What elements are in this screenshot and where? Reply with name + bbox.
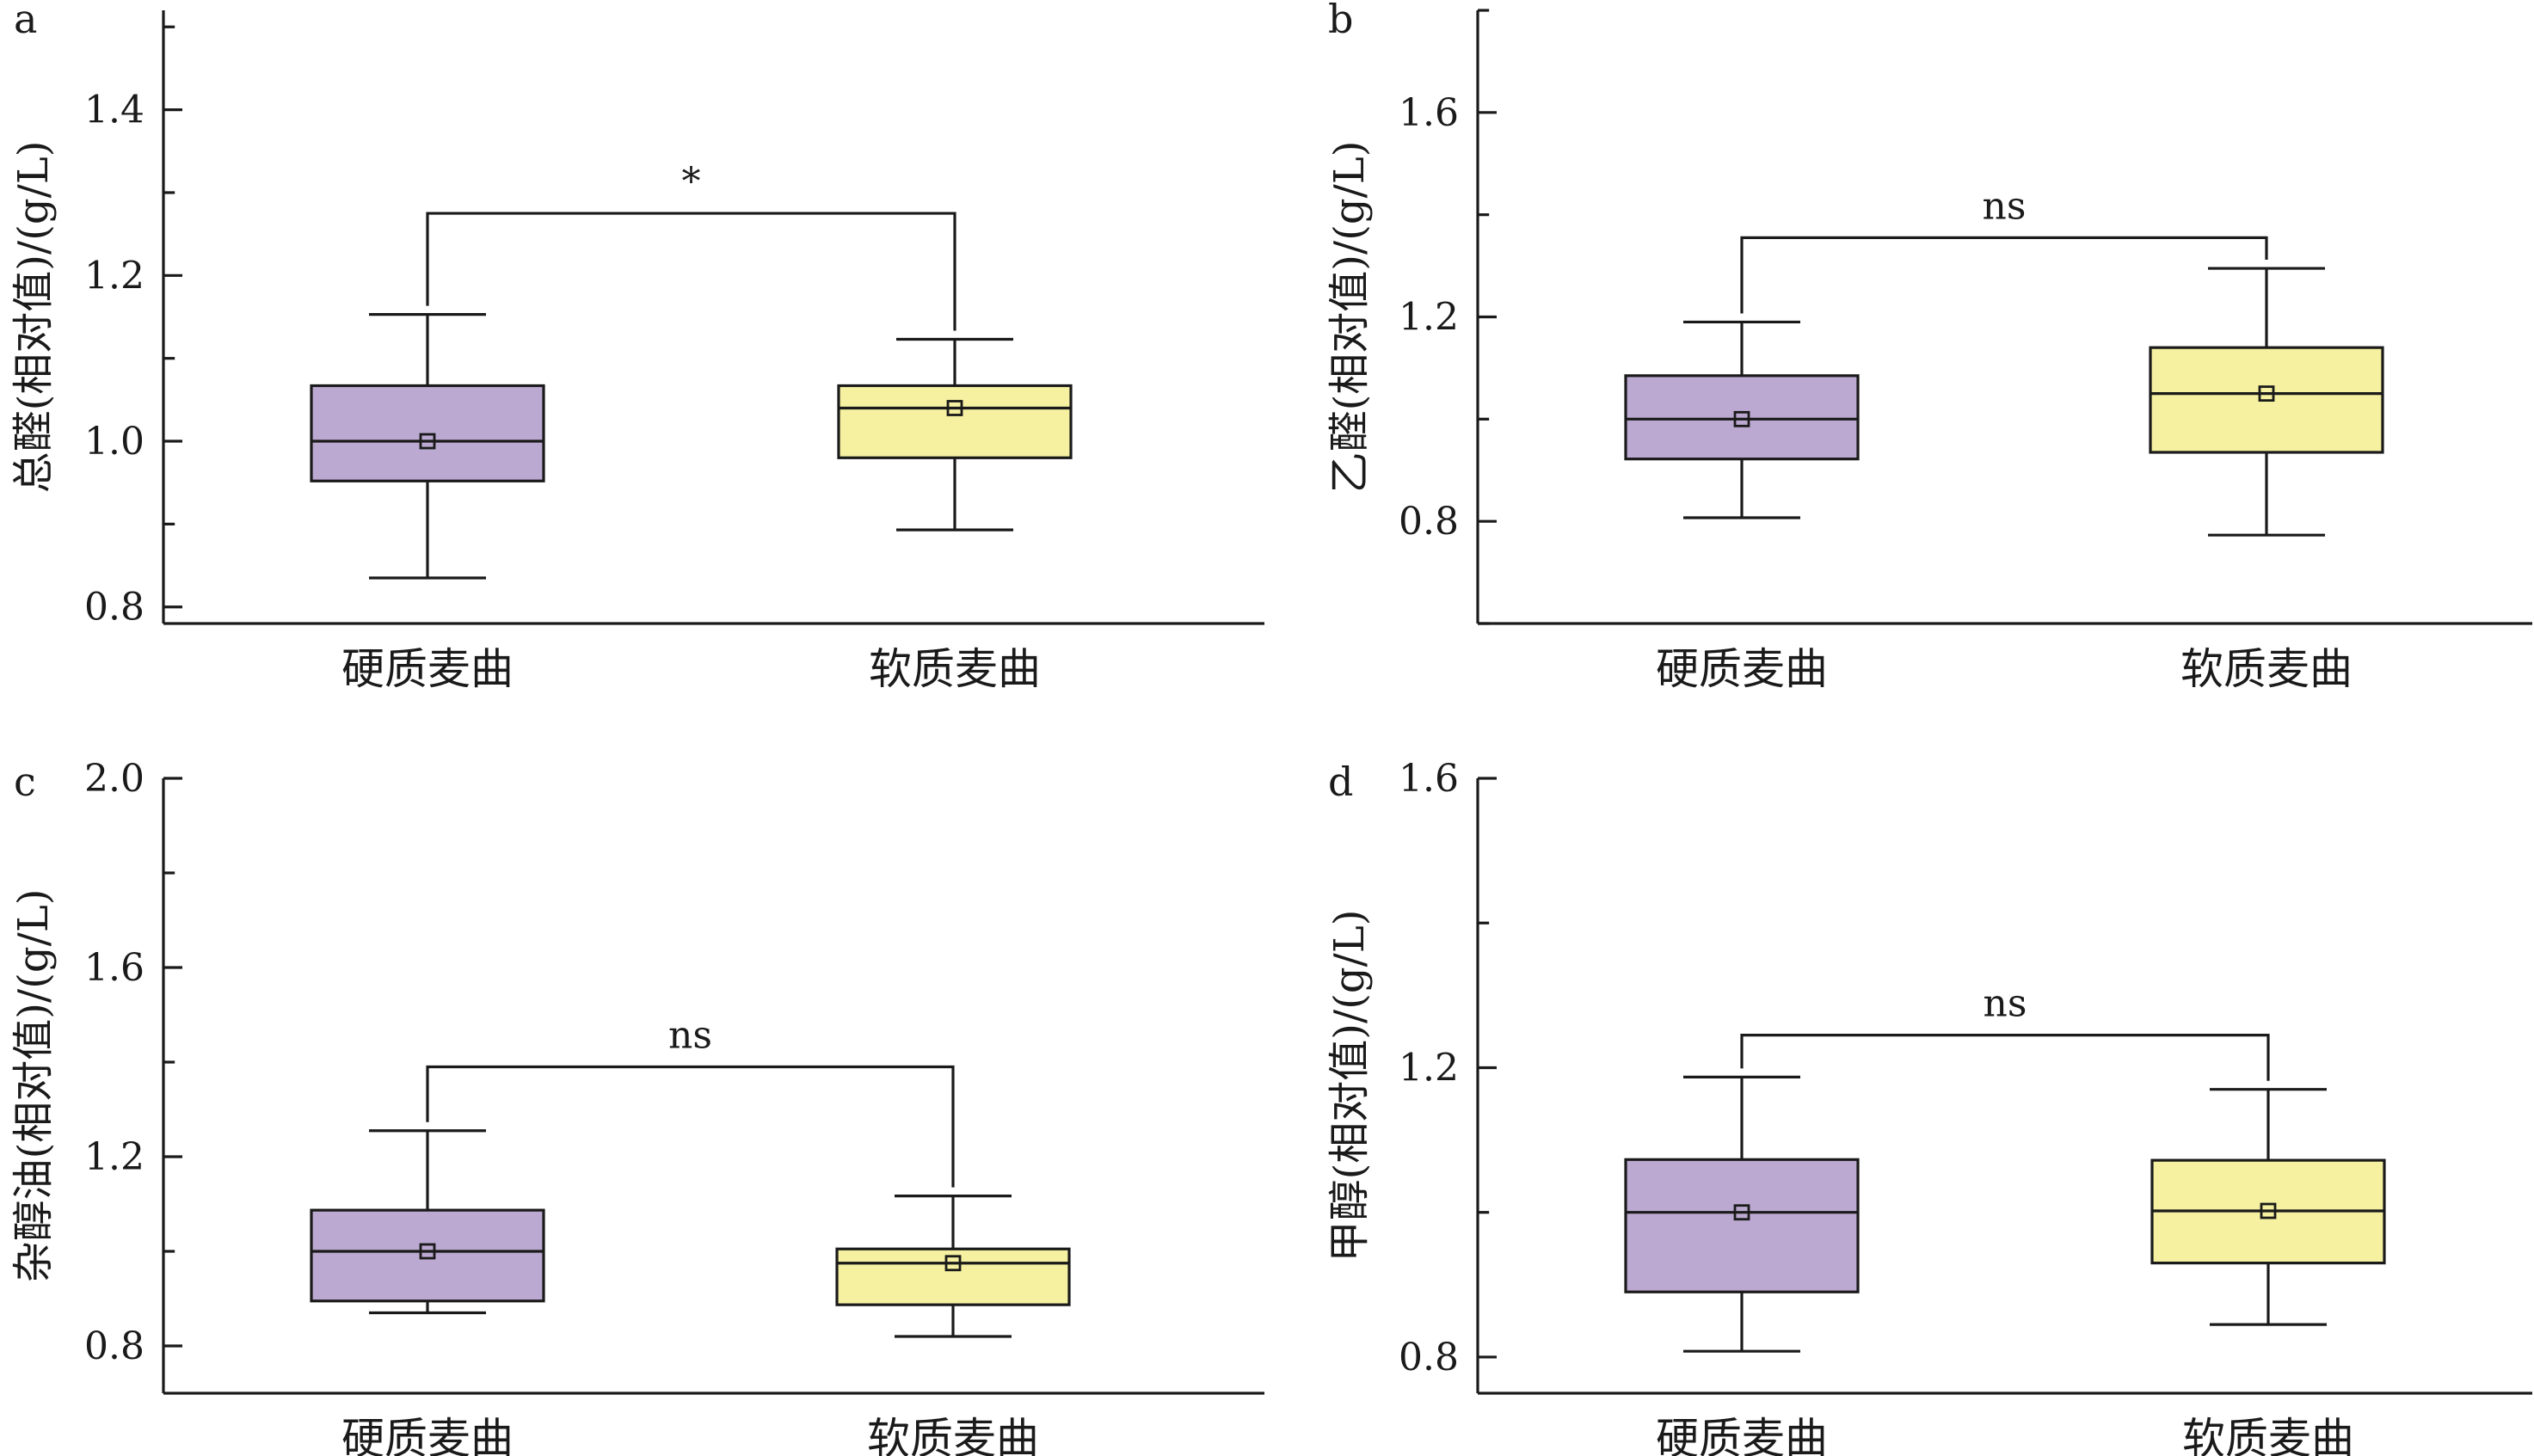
box-1 xyxy=(1624,320,1860,519)
y-tick-label: 2.0 xyxy=(84,757,145,801)
iqr-box xyxy=(310,1208,545,1303)
mean-marker xyxy=(419,1243,436,1260)
y-tick-label: 1.6 xyxy=(84,946,145,990)
panel-a: 0.8 1.0 1.2 1.4 a 总醛(相对值)/(g/L) 硬质麦曲 软质麦曲 * xyxy=(9,0,1264,694)
box-2 xyxy=(837,337,1073,531)
panel-letter: c xyxy=(14,759,36,805)
significance-label: * xyxy=(682,160,701,204)
y-axis-label: 甲醇(相对值)/(g/L) xyxy=(1325,910,1374,1262)
significance-label: ns xyxy=(1984,982,2027,1026)
y-tick-label: 1.0 xyxy=(84,420,145,464)
x-category-label: 软质麦曲 xyxy=(2180,644,2353,694)
x-category-label: 软质麦曲 xyxy=(2182,1414,2354,1456)
y-tick-label: 0.8 xyxy=(84,586,145,630)
y-tick-label: 1.4 xyxy=(84,89,145,132)
y-tick-label: 1.2 xyxy=(84,1135,145,1179)
mean-marker xyxy=(944,1255,962,1272)
significance-bracket xyxy=(426,212,956,331)
y-tick-label: 0.8 xyxy=(1399,500,1459,544)
mean-marker xyxy=(2260,1202,2277,1219)
y-tick-label: 0.8 xyxy=(1399,1336,1459,1379)
y-axis-label: 杂醇油(相对值)/(g/L) xyxy=(9,889,58,1283)
x-category-label: 硬质麦曲 xyxy=(1656,1414,1828,1456)
y-tick-label: 0.8 xyxy=(84,1324,145,1368)
box-2 xyxy=(2149,267,2384,537)
mean-marker xyxy=(2258,385,2275,402)
significance-bracket xyxy=(1740,236,2268,314)
x-category-label: 硬质麦曲 xyxy=(341,644,514,694)
panel-letter: b xyxy=(1328,0,1353,42)
mean-marker xyxy=(1733,410,1750,427)
iqr-box xyxy=(1624,374,1860,461)
panel-letter: d xyxy=(1328,759,1353,805)
iqr-box xyxy=(837,384,1073,459)
x-category-label: 软质麦曲 xyxy=(867,1414,1039,1456)
x-category-label: 软质麦曲 xyxy=(869,644,1041,694)
mean-marker xyxy=(1733,1204,1750,1221)
panel-b: 0.8 1.2 1.6 b 乙醛(相对值)/(g/L) 硬质麦曲 软质麦曲 ns xyxy=(1325,0,2532,694)
box-1 xyxy=(1624,1075,1860,1353)
y-tick-label: 1.6 xyxy=(1399,91,1459,135)
y-axis-label: 乙醛(相对值)/(g/L) xyxy=(1325,141,1374,494)
significance-label: ns xyxy=(668,1014,712,1058)
box-1 xyxy=(310,1129,545,1315)
significance-bracket xyxy=(1740,1034,2270,1081)
iqr-box xyxy=(1624,1158,1860,1293)
panel-letter: a xyxy=(14,0,37,42)
x-category-label: 硬质麦曲 xyxy=(341,1414,514,1456)
box-2 xyxy=(835,1195,1071,1338)
significance-bracket xyxy=(426,1065,955,1188)
y-tick-label: 1.2 xyxy=(84,254,145,298)
y-tick-label: 1.2 xyxy=(1399,296,1459,340)
significance-label: ns xyxy=(1983,184,2027,228)
y-tick-label: 1.6 xyxy=(1399,757,1459,801)
mean-marker xyxy=(946,400,963,416)
box-2 xyxy=(2150,1088,2386,1326)
iqr-box xyxy=(835,1247,1071,1306)
y-axis-label: 总醛(相对值)/(g/L) xyxy=(9,141,58,494)
box-1 xyxy=(310,313,545,580)
panel-c: 0.8 1.2 1.6 2.0 c 杂醇油(相对值)/(g/L) 硬质麦曲 软质麦曲 ns xyxy=(9,757,1264,1456)
mean-marker xyxy=(419,433,436,450)
x-category-label: 硬质麦曲 xyxy=(1656,644,1828,694)
y-tick-label: 1.2 xyxy=(1399,1046,1459,1090)
panel-d: 0.8 1.2 1.6 d 甲醇(相对值)/(g/L) 硬质麦曲 软质麦曲 ns xyxy=(1325,757,2532,1456)
